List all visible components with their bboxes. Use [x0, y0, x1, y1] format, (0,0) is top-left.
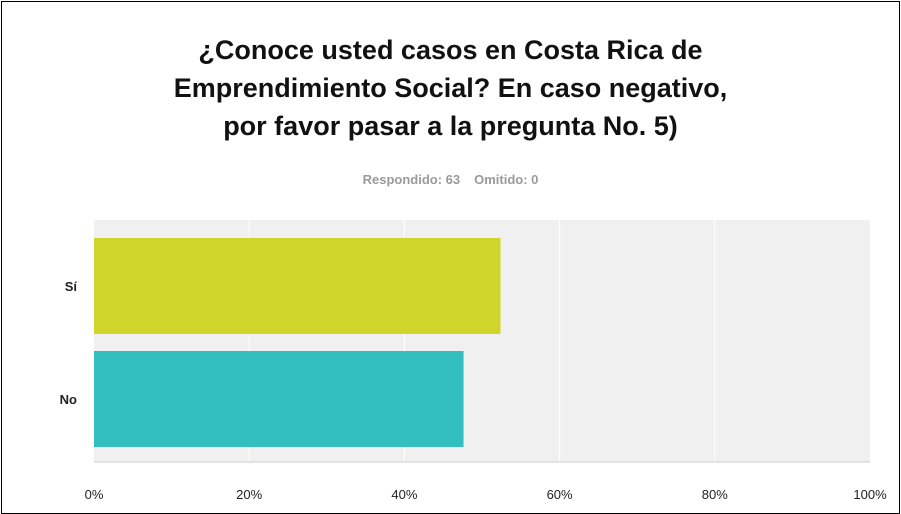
bars	[94, 238, 501, 447]
x-tick-labels: 0% 20% 40% 60% 80% 100%	[85, 487, 887, 502]
chart-title: ¿Conoce usted casos en Costa Rica de Emp…	[2, 31, 899, 145]
x-tick-label: 100%	[853, 487, 887, 502]
x-tick-label: 80%	[702, 487, 728, 502]
answered-count: Respondido: 63	[362, 172, 461, 187]
response-stats: Respondido: 63 Omitido: 0	[2, 172, 899, 187]
title-line-3: por favor pasar a la pregunta No. 5)	[223, 111, 678, 141]
skipped-count: Omitido: 0	[474, 172, 539, 187]
x-tick-label: 60%	[547, 487, 573, 502]
title-line-1: ¿Conoce usted casos en Costa Rica de	[198, 35, 703, 65]
x-tick-label: 0%	[85, 487, 104, 502]
x-tick-label: 40%	[391, 487, 417, 502]
category-label: No	[60, 392, 77, 407]
category-label: Sí	[65, 279, 78, 294]
category-labels: Sí No	[60, 279, 78, 407]
bar-no[interactable]	[94, 351, 464, 447]
title-line-2: Emprendimiento Social? En caso negativo,	[173, 73, 728, 103]
bar-si[interactable]	[94, 238, 501, 334]
x-tick-label: 20%	[236, 487, 262, 502]
